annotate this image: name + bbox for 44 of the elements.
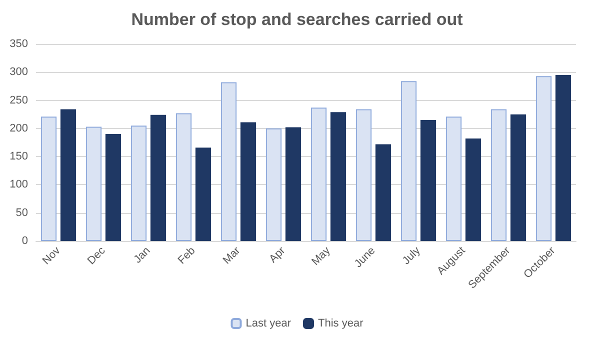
x-tick-label: Jan	[132, 244, 153, 266]
legend-label: This year	[318, 318, 364, 330]
x-tick-label: Nov	[40, 244, 64, 268]
x-tick-label: Feb	[176, 244, 198, 267]
bar	[555, 74, 572, 241]
y-tick-label: 50	[16, 206, 28, 219]
bar	[240, 122, 256, 241]
y-tick-label: 150	[10, 150, 28, 163]
bar	[490, 109, 507, 241]
bar	[105, 134, 122, 241]
bar	[86, 126, 102, 241]
x-tick-label: Dec	[85, 244, 108, 268]
bar	[130, 126, 147, 241]
x-tick-label: Mar	[220, 244, 243, 267]
y-tick-label: 0	[22, 235, 28, 247]
bar	[60, 109, 76, 241]
y-tick-label: 100	[10, 178, 28, 191]
bar	[150, 114, 166, 241]
bar	[536, 76, 552, 241]
bar	[40, 116, 57, 241]
bar	[195, 148, 212, 241]
x-tick-label: Apr	[267, 244, 288, 266]
bar	[310, 108, 327, 241]
y-tick-label: 300	[10, 66, 28, 78]
bar	[420, 120, 436, 241]
bar	[510, 114, 526, 241]
bar	[330, 112, 346, 241]
y-tick-label: 250	[10, 94, 28, 106]
bar	[375, 144, 392, 241]
y-tick-label: 200	[10, 122, 28, 134]
bar	[176, 113, 192, 241]
x-tick-label: June	[352, 244, 378, 270]
y-tick-label: 350	[10, 38, 28, 50]
x-tick-label: July	[400, 244, 424, 268]
bar	[446, 116, 462, 241]
bar	[220, 82, 237, 241]
legend-label: Last year	[246, 318, 292, 330]
bar	[285, 127, 302, 241]
bar	[266, 128, 282, 241]
bar	[356, 109, 372, 241]
bar	[465, 138, 482, 241]
bar	[400, 81, 417, 241]
x-tick-label: May	[310, 244, 334, 268]
chart-title: Number of stop and searches carried out	[131, 10, 464, 29]
